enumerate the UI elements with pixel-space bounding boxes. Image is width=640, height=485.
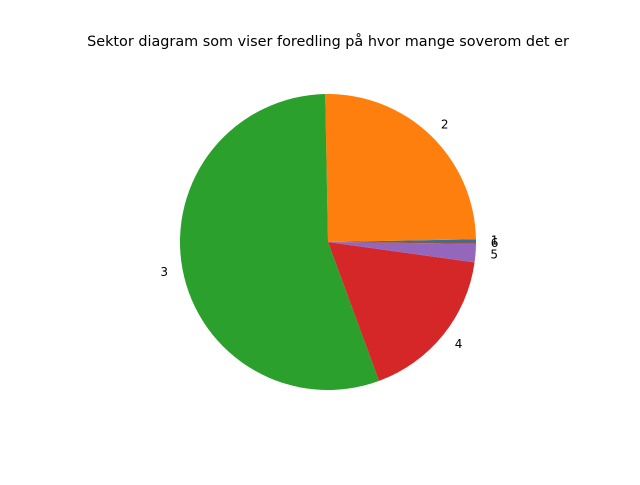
pie-label-2: 2 — [441, 118, 449, 132]
pie-label-4: 4 — [455, 337, 463, 351]
pie-label-6: 6 — [491, 236, 499, 250]
pie-slices — [180, 94, 476, 390]
pie-label-3: 3 — [160, 265, 168, 279]
chart-title: Sektor diagram som viser foredling på hv… — [0, 34, 640, 50]
pie-slice-2 — [325, 94, 476, 242]
